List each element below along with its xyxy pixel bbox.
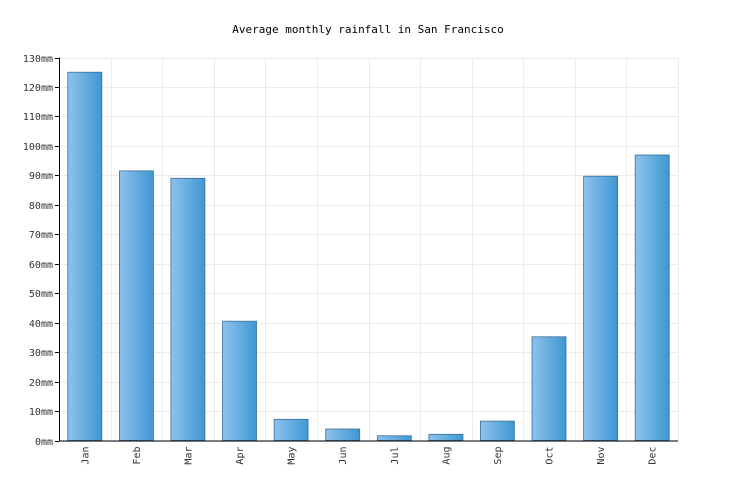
x-tick-label: Sep (493, 447, 504, 465)
y-tick-label: 20mm (29, 378, 53, 389)
x-tick-label: Jun (338, 447, 349, 465)
y-tick-labels: 0mm 10mm 20mm 30mm 40mm 50mm 60mm 70mm 80mm 90mm 1… (23, 54, 53, 448)
bar-nov (583, 175, 618, 441)
bars (67, 71, 670, 441)
x-tick-label: May (287, 447, 298, 465)
y-tick-label: 90mm (29, 171, 53, 182)
x-tick-label: Jul (390, 447, 401, 465)
bar-aug (428, 433, 464, 441)
y-tick-label: 80mm (29, 201, 53, 212)
y-tick-label: 60mm (29, 260, 53, 271)
bar-may (273, 418, 309, 441)
x-tick-labels: Jan Feb Mar Apr May Jun Jul Aug Sep Oct Nov Dec (80, 447, 658, 465)
x-tick-label: Apr (235, 447, 246, 465)
y-tick-label: 130mm (23, 54, 53, 65)
y-tick-label: 110mm (23, 112, 53, 123)
y-tick-label: 30mm (29, 348, 53, 359)
x-tick-label: Feb (132, 447, 143, 465)
bar-sep (479, 420, 515, 441)
y-tick-label: 40mm (29, 319, 53, 330)
x-tick-label: Aug (441, 447, 452, 465)
axes (55, 57, 678, 442)
y-tick-label: 50mm (29, 289, 53, 300)
x-tick-label: Mar (183, 447, 194, 465)
y-tick-label: 100mm (23, 142, 53, 153)
bar-jul (376, 435, 412, 441)
x-tick-label: Nov (596, 447, 607, 465)
x-tick-label: Dec (648, 447, 659, 465)
y-tick-label: 10mm (29, 407, 53, 418)
y-tick-label: 0mm (35, 437, 53, 448)
grid (59, 57, 679, 442)
bar-jun (325, 428, 361, 441)
chart-title: Average monthly rainfall in San Francisc… (232, 23, 504, 36)
x-tick-label: Jan (80, 447, 91, 465)
bar-oct (531, 336, 567, 441)
y-tick-label: 70mm (29, 230, 53, 241)
bar-apr (222, 320, 257, 441)
bar-feb (119, 170, 154, 441)
bar-mar (170, 177, 206, 441)
y-tick-label: 120mm (23, 83, 53, 94)
x-tick-label: Oct (545, 447, 556, 465)
bar-dec (634, 154, 670, 441)
bar-jan (67, 71, 103, 441)
